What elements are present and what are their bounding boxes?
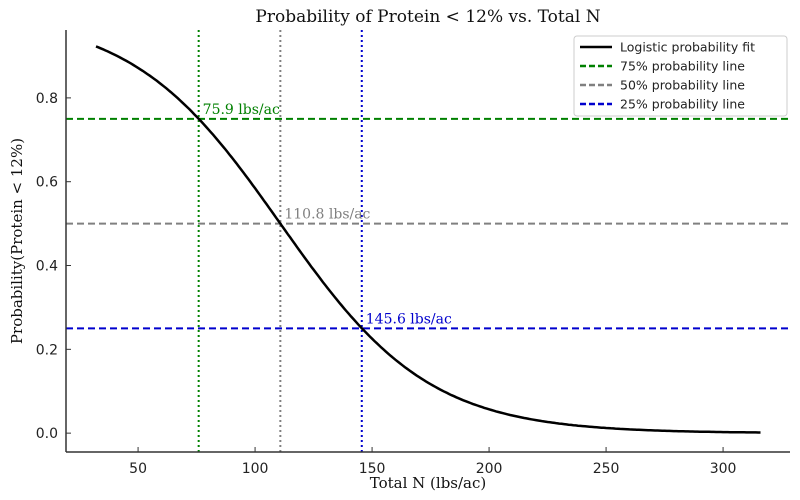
- x-tick-label-3: 200: [476, 461, 503, 477]
- x-tick-label-5: 300: [710, 461, 737, 477]
- vline-label-2: 145.6 lbs/ac: [366, 311, 452, 327]
- legend-label-2: 50% probability line: [620, 78, 745, 93]
- y-axis-label: Probability(Protein < 12%): [8, 138, 26, 344]
- x-tick-label-4: 250: [593, 461, 620, 477]
- logistic-curve: [95, 45, 761, 434]
- vline-label-0: 75.9 lbs/ac: [203, 102, 280, 118]
- y-tick-label-2: 0.4: [36, 259, 58, 275]
- y-tick-label-1: 0.2: [36, 342, 58, 358]
- x-axis-label: Total N (lbs/ac): [370, 474, 487, 492]
- legend-label-1: 75% probability line: [620, 59, 745, 74]
- x-tick-label-2: 150: [359, 461, 386, 477]
- legend-label-3: 25% probability line: [620, 97, 745, 112]
- legend-label-0: Logistic probability fit: [620, 40, 755, 55]
- y-tick-label-4: 0.8: [36, 91, 58, 107]
- x-tick-label-1: 100: [242, 461, 269, 477]
- legend-box: [573, 35, 788, 117]
- chart-title: Probability of Protein < 12% vs. Total N: [255, 7, 600, 27]
- y-tick-label-3: 0.6: [36, 175, 58, 191]
- y-tick-label-0: 0.0: [36, 426, 58, 442]
- plot-area: 75.9 lbs/ac 110.8 lbs/ac 145.6 lbs/ac 50 100…: [36, 30, 790, 477]
- x-tick-label-0: 50: [129, 461, 147, 477]
- vline-label-1: 110.8 lbs/ac: [284, 207, 370, 223]
